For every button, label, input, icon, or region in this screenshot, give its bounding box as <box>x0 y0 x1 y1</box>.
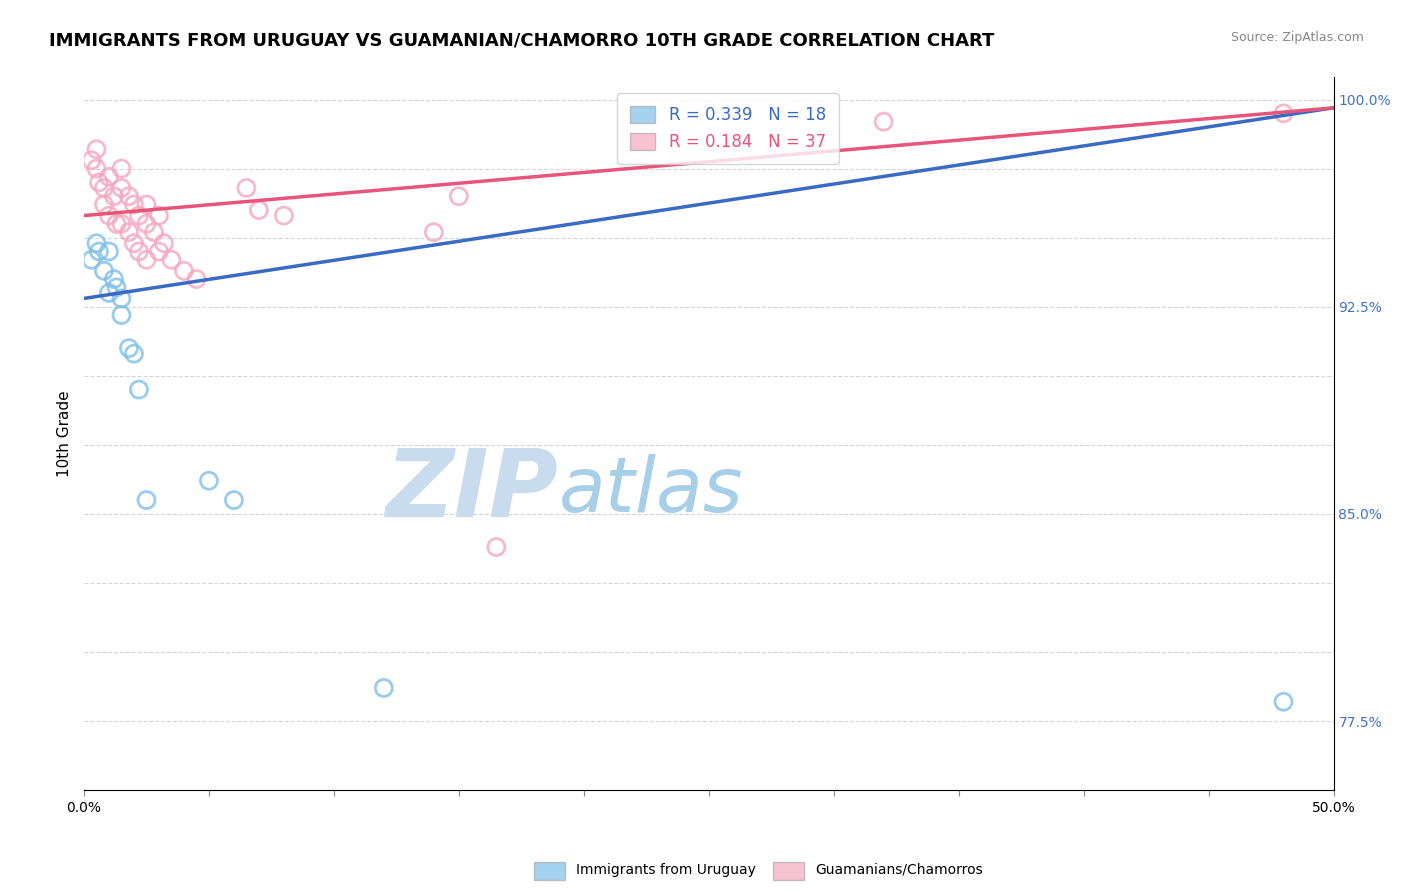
Point <box>80 252 103 267</box>
Text: atlas: atlas <box>558 454 744 528</box>
Point <box>103 189 125 203</box>
Point <box>423 225 446 239</box>
Point <box>235 181 257 195</box>
Point <box>485 540 508 554</box>
Point <box>153 236 176 251</box>
Point <box>105 217 128 231</box>
Point <box>273 209 295 223</box>
Point <box>118 341 141 355</box>
Point <box>110 292 132 306</box>
Point <box>122 236 145 251</box>
Text: Guamanians/Chamorros: Guamanians/Chamorros <box>815 863 983 877</box>
Point <box>80 153 103 168</box>
Text: Source: ZipAtlas.com: Source: ZipAtlas.com <box>1230 31 1364 45</box>
Point <box>148 244 170 259</box>
Point <box>86 161 108 176</box>
Point <box>135 217 157 231</box>
Point <box>86 236 108 251</box>
Point <box>98 285 121 300</box>
Point <box>103 272 125 286</box>
Point <box>122 197 145 211</box>
Point <box>173 264 195 278</box>
Point <box>128 244 150 259</box>
Point <box>148 209 170 223</box>
Point <box>135 252 157 267</box>
Point <box>128 209 150 223</box>
Point <box>118 189 141 203</box>
Point <box>143 225 166 239</box>
Point <box>93 264 115 278</box>
Legend: R = 0.339   N = 18, R = 0.184   N = 37: R = 0.339 N = 18, R = 0.184 N = 37 <box>617 93 839 164</box>
Point <box>86 142 108 156</box>
Point <box>87 244 110 259</box>
Point <box>93 197 115 211</box>
Point <box>373 681 395 695</box>
Point <box>110 308 132 322</box>
Point <box>222 493 245 508</box>
Point <box>110 217 132 231</box>
Point <box>98 209 121 223</box>
Point <box>160 252 183 267</box>
Text: Immigrants from Uruguay: Immigrants from Uruguay <box>576 863 756 877</box>
Text: IMMIGRANTS FROM URUGUAY VS GUAMANIAN/CHAMORRO 10TH GRADE CORRELATION CHART: IMMIGRANTS FROM URUGUAY VS GUAMANIAN/CHA… <box>49 31 994 49</box>
Text: ZIP: ZIP <box>385 445 558 537</box>
Point <box>93 181 115 195</box>
Point <box>110 181 132 195</box>
Point <box>198 474 221 488</box>
Y-axis label: 10th Grade: 10th Grade <box>58 391 72 477</box>
Point <box>135 493 157 508</box>
Point <box>873 114 896 128</box>
Point <box>118 225 141 239</box>
Point <box>110 161 132 176</box>
Point <box>87 175 110 189</box>
Point <box>186 272 208 286</box>
Point <box>1272 106 1295 120</box>
Point <box>135 197 157 211</box>
Point <box>447 189 470 203</box>
Point <box>98 169 121 184</box>
Point <box>122 347 145 361</box>
Point <box>1272 695 1295 709</box>
Point <box>247 202 270 217</box>
Point <box>98 244 121 259</box>
Point <box>128 383 150 397</box>
Point <box>105 280 128 294</box>
